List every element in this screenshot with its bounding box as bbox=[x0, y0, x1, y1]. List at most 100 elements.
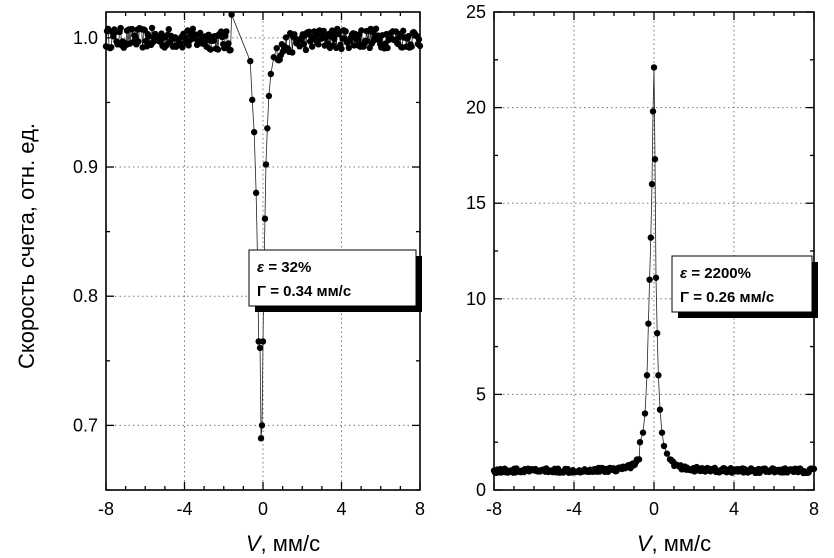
data-point bbox=[265, 92, 273, 100]
data-point bbox=[257, 435, 265, 442]
annotation-epsilon: ε = 2200% bbox=[680, 265, 751, 282]
y-tick-label: 1.0 bbox=[73, 28, 98, 48]
x-axis-label-symbol: V bbox=[246, 531, 263, 556]
data-point bbox=[267, 70, 275, 78]
data-point bbox=[258, 422, 266, 429]
data-point bbox=[355, 36, 362, 44]
x-tick-label: 8 bbox=[809, 499, 819, 519]
gamma-symbol: Γ bbox=[257, 283, 266, 300]
data-point bbox=[639, 429, 647, 436]
data-point bbox=[252, 189, 260, 197]
y-tick-label: 0 bbox=[476, 480, 486, 500]
data-point bbox=[660, 442, 668, 450]
epsilon-symbol: ε bbox=[680, 265, 688, 282]
x-tick-label: -8 bbox=[486, 499, 502, 519]
data-point bbox=[650, 64, 658, 71]
series-line bbox=[105, 14, 421, 439]
data-point bbox=[415, 36, 423, 43]
gamma-value: = 0.34 мм/с bbox=[266, 283, 351, 300]
gamma-symbol: Γ bbox=[680, 289, 689, 306]
data-point bbox=[145, 33, 153, 40]
data-point bbox=[663, 450, 671, 457]
data-point bbox=[300, 41, 308, 48]
data-point bbox=[228, 11, 235, 18]
data-point bbox=[259, 338, 267, 345]
y-axis-label: Скорость счета, отн. ед. bbox=[14, 123, 39, 369]
data-point bbox=[645, 320, 652, 327]
epsilon-value: = 32% bbox=[264, 259, 311, 276]
x-tick-label: 4 bbox=[729, 499, 739, 519]
x-axis-label-unit: , мм/с bbox=[261, 531, 321, 556]
data-point bbox=[135, 38, 142, 45]
data-point bbox=[647, 234, 654, 241]
data-point bbox=[108, 44, 115, 51]
data-point bbox=[372, 25, 380, 32]
data-point bbox=[227, 46, 234, 54]
epsilon-symbol: ε bbox=[257, 259, 265, 276]
data-point bbox=[315, 41, 322, 48]
data-point bbox=[249, 96, 256, 104]
data-point bbox=[305, 28, 313, 36]
x-tick-label: -8 bbox=[98, 499, 114, 519]
data-point bbox=[264, 125, 271, 132]
annotation-box bbox=[248, 249, 417, 307]
chart-right: -8 -4 0 4 8 0 5 10 15 20 25 V, мм/с ε = 2200% Γ = 0.2… bbox=[466, 2, 819, 556]
x-tick-label: -4 bbox=[566, 499, 582, 519]
data-point bbox=[308, 43, 316, 50]
data-point bbox=[250, 128, 258, 136]
x-axis-label-symbol: V bbox=[637, 531, 654, 556]
data-point bbox=[649, 108, 657, 115]
data-point bbox=[165, 26, 172, 33]
data-point bbox=[223, 28, 230, 35]
data-point bbox=[320, 27, 327, 35]
data-point bbox=[262, 161, 270, 168]
data-point bbox=[282, 34, 290, 41]
data-point bbox=[225, 40, 232, 47]
annotation-gamma: Γ = 0.26 мм/с bbox=[680, 289, 774, 306]
y-tick-label: 0.7 bbox=[73, 415, 98, 435]
data-point bbox=[384, 44, 391, 52]
data-point bbox=[117, 24, 124, 32]
chart-left: -8 -4 0 4 8 0.7 0.8 0.9 1.0 V, мм/с Скорость счета… bbox=[14, 11, 425, 556]
data-point bbox=[261, 215, 269, 222]
data-point bbox=[342, 28, 349, 35]
data-point bbox=[358, 27, 365, 34]
annotation-epsilon: ε = 32% bbox=[257, 259, 311, 276]
data-point bbox=[400, 27, 407, 35]
data-point bbox=[636, 439, 644, 446]
data-point bbox=[408, 43, 415, 50]
data-point bbox=[641, 410, 649, 417]
y-tick-label: 5 bbox=[476, 384, 486, 404]
x-tick-label: 4 bbox=[336, 499, 346, 519]
data-point bbox=[646, 276, 653, 283]
data-point bbox=[256, 344, 264, 352]
x-tick-label: -4 bbox=[176, 499, 192, 519]
data-point bbox=[338, 45, 345, 53]
annotation-gamma: Γ = 0.34 мм/с bbox=[257, 283, 351, 300]
x-tick-label: 0 bbox=[258, 499, 268, 519]
data-point bbox=[189, 25, 197, 33]
data-point bbox=[658, 429, 666, 436]
data-point bbox=[289, 49, 296, 56]
epsilon-value: = 2200% bbox=[687, 265, 751, 282]
data-point bbox=[247, 57, 254, 65]
data-point bbox=[214, 46, 222, 53]
x-axis-label: V, мм/с bbox=[246, 531, 320, 556]
data-point bbox=[217, 28, 225, 35]
data-point bbox=[652, 274, 660, 281]
data-point bbox=[635, 456, 643, 463]
data-point bbox=[656, 406, 664, 413]
data-point bbox=[197, 29, 204, 37]
annotation-box bbox=[671, 255, 813, 313]
data-point bbox=[654, 330, 661, 337]
data-point bbox=[655, 372, 662, 379]
x-tick-label: 8 bbox=[415, 499, 425, 519]
data-point bbox=[273, 44, 280, 52]
data-point bbox=[648, 180, 656, 188]
data-point bbox=[651, 156, 659, 163]
y-tick-label: 10 bbox=[466, 289, 486, 309]
data-point bbox=[179, 44, 186, 51]
y-tick-label: 25 bbox=[466, 2, 486, 22]
data-point bbox=[207, 46, 214, 53]
